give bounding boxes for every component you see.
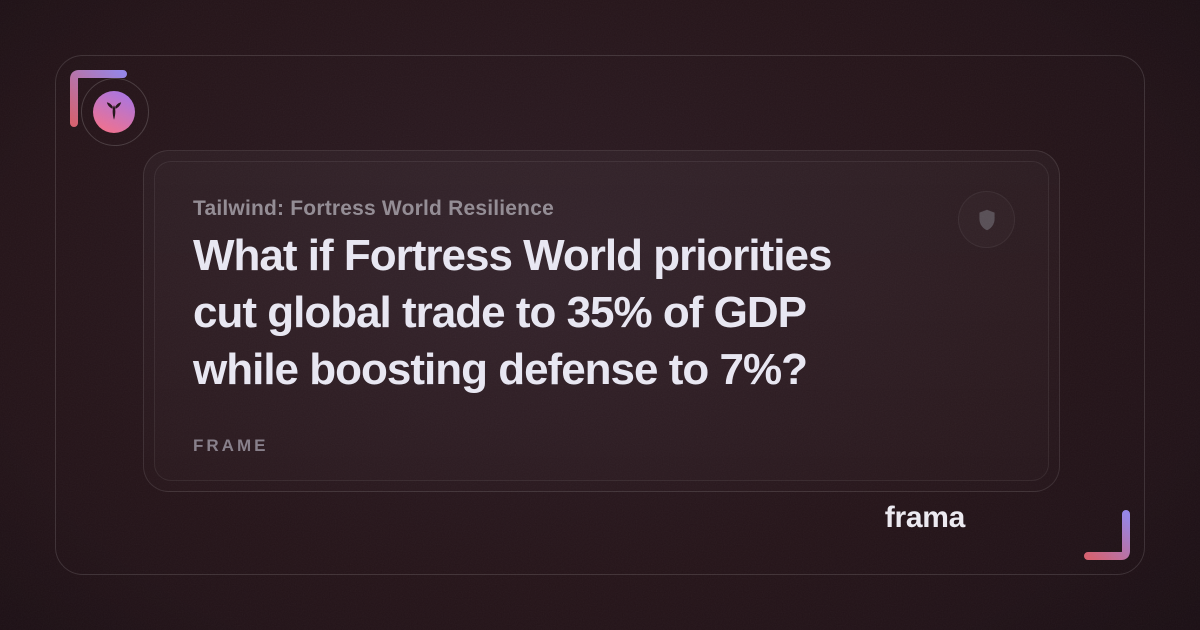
brand-wordmark: frama: [884, 501, 966, 534]
headline-card-inner: Tailwind: Fortress World Resilience What…: [154, 161, 1049, 481]
shield-badge: [958, 191, 1015, 248]
title-line-3: while boosting defense to 7%?: [193, 345, 808, 394]
title-line-1: What if Fortress World priorities: [193, 231, 832, 280]
headline-card: Tailwind: Fortress World Resilience What…: [143, 150, 1060, 492]
headline-title: What if Fortress World priorities cut gl…: [193, 227, 1010, 398]
logo-ring: [81, 78, 149, 146]
moth-logo-icon: [106, 102, 122, 120]
frame-label: FRAME: [193, 436, 269, 455]
title-line-2: cut global trade to 35% of GDP: [193, 288, 807, 337]
kicker-text: Tailwind: Fortress World Resilience: [193, 197, 554, 220]
corner-accent-bottom-right: [1084, 510, 1130, 560]
brand-logo: [93, 91, 135, 133]
shield-icon: [978, 209, 995, 230]
